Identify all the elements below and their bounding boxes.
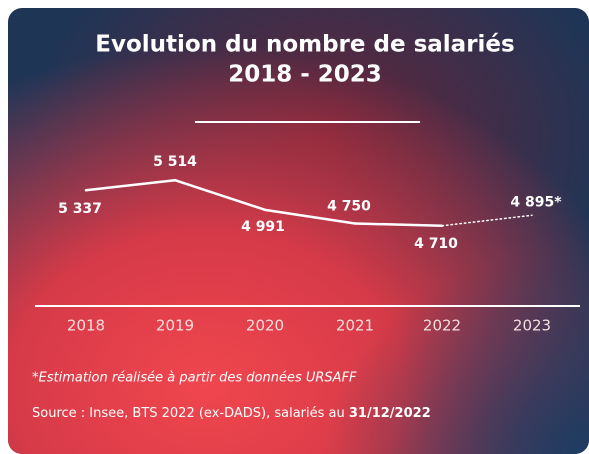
source: Source : Insee, BTS 2022 (ex-DADS), sala… bbox=[32, 406, 431, 421]
x-tick-label: 2018 bbox=[67, 317, 105, 335]
value-label: 5 337 bbox=[58, 201, 102, 217]
value-label: 4 750 bbox=[327, 199, 371, 215]
x-tick-label: 2022 bbox=[423, 317, 461, 335]
x-tick-label: 2019 bbox=[156, 317, 194, 335]
footnote: *Estimation réalisée à partir des donnée… bbox=[32, 371, 357, 386]
value-label: 5 514 bbox=[153, 154, 197, 170]
source-text: Source : Insee, BTS 2022 (ex-DADS), sala… bbox=[32, 406, 349, 421]
value-label: 4 710 bbox=[414, 236, 458, 252]
x-tick-label: 2023 bbox=[513, 317, 551, 335]
x-tick-label: 2020 bbox=[246, 317, 284, 335]
chart: Evolution du nombre de salariés 2018 - 2… bbox=[0, 0, 589, 454]
source-date: 31/12/2022 bbox=[349, 406, 431, 421]
value-label: 4 895* bbox=[510, 194, 562, 210]
value-label: 4 991 bbox=[241, 219, 285, 235]
chart-title: Evolution du nombre de salariés bbox=[95, 32, 514, 58]
x-tick-label: 2021 bbox=[336, 317, 374, 335]
chart-subtitle: 2018 - 2023 bbox=[228, 62, 382, 88]
